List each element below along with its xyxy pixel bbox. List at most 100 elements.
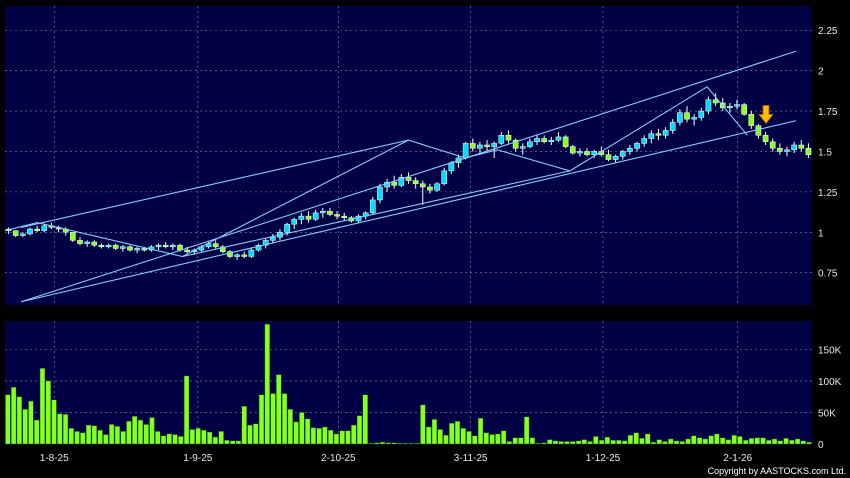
volume-bar bbox=[743, 440, 749, 445]
volume-bar bbox=[10, 387, 17, 445]
volume-bar bbox=[374, 442, 380, 445]
candle-body bbox=[762, 135, 769, 143]
candle-body bbox=[634, 143, 640, 149]
volume-bar bbox=[28, 400, 34, 445]
volume-bar bbox=[483, 432, 489, 445]
candle-body bbox=[448, 162, 455, 172]
volume-bar bbox=[143, 424, 149, 445]
volume-bar bbox=[431, 419, 438, 445]
volume-bar bbox=[16, 396, 23, 445]
volume-bar bbox=[287, 409, 293, 445]
volume-bar bbox=[253, 423, 259, 445]
candle-body bbox=[684, 112, 690, 120]
volume-bar bbox=[783, 438, 789, 445]
candle-body bbox=[691, 117, 697, 120]
candle-body bbox=[798, 144, 805, 149]
volume-bar bbox=[351, 424, 357, 445]
candle-body bbox=[569, 146, 576, 154]
volume-bar bbox=[777, 440, 783, 445]
candle-body bbox=[784, 149, 790, 152]
candle-body bbox=[291, 219, 298, 225]
volume-bar bbox=[333, 433, 340, 445]
volume-bar bbox=[449, 422, 455, 445]
volume-bar bbox=[477, 417, 484, 445]
volume-bar bbox=[500, 430, 507, 445]
candle-body bbox=[12, 230, 19, 236]
volume-bar bbox=[39, 368, 46, 445]
candle-body bbox=[334, 214, 340, 217]
volume-plot-area bbox=[5, 321, 812, 444]
volume-bar bbox=[339, 430, 345, 445]
volume-bar bbox=[748, 438, 755, 445]
x-axis-tick-label: 2-1-26 bbox=[723, 453, 752, 464]
volume-bar bbox=[541, 442, 547, 445]
candle-body bbox=[141, 248, 148, 251]
trendline bbox=[21, 120, 796, 303]
candle-body bbox=[527, 141, 533, 147]
candle-body bbox=[512, 139, 519, 149]
volume-bar bbox=[57, 413, 63, 445]
volume-bar bbox=[708, 435, 714, 445]
candle-body bbox=[184, 249, 190, 252]
volume-bar bbox=[293, 421, 299, 445]
candle-body bbox=[705, 99, 712, 112]
volume-bar bbox=[264, 323, 270, 445]
volume-axis-tick-label: 150K bbox=[818, 345, 842, 356]
down-arrow-marker-icon bbox=[758, 105, 774, 125]
volume-bar bbox=[437, 429, 443, 445]
candle-body bbox=[377, 186, 383, 201]
volume-bar bbox=[570, 441, 576, 445]
volume-bar bbox=[241, 405, 247, 445]
x-axis-tick-label: 2-10-25 bbox=[321, 453, 356, 464]
candle-body bbox=[155, 244, 162, 248]
volume-bar bbox=[368, 443, 374, 445]
volume-bar bbox=[616, 440, 622, 445]
volume-bar bbox=[114, 426, 121, 445]
candle-body bbox=[120, 246, 126, 249]
volume-bar bbox=[702, 438, 709, 445]
candle-body bbox=[41, 225, 48, 231]
candle-body bbox=[305, 215, 312, 220]
volume-bar bbox=[379, 441, 386, 445]
volume-bar bbox=[397, 443, 403, 445]
candle-body bbox=[427, 186, 433, 191]
volume-bar bbox=[581, 439, 587, 445]
candle-body bbox=[98, 244, 105, 248]
volume-bar bbox=[685, 438, 691, 445]
volume-bar bbox=[662, 441, 668, 445]
volume-bar bbox=[460, 428, 466, 445]
volume-bar bbox=[720, 437, 726, 445]
volume-bar bbox=[160, 435, 167, 445]
volume-bar bbox=[414, 443, 420, 445]
copyright-text: Copyright by AASTOCKS.com Ltd. bbox=[708, 466, 846, 476]
candle-body bbox=[591, 151, 598, 155]
volume-bar bbox=[466, 431, 472, 445]
pattern-line bbox=[4, 86, 748, 258]
candle-body bbox=[484, 144, 490, 147]
volume-bar bbox=[426, 426, 432, 445]
volume-bar bbox=[512, 437, 518, 445]
trendline bbox=[182, 170, 571, 258]
candle-body bbox=[234, 254, 240, 257]
volume-bar bbox=[201, 429, 207, 445]
candle-body bbox=[312, 212, 319, 220]
volume-bar bbox=[610, 440, 616, 445]
candle-body bbox=[319, 211, 326, 214]
price-panel: 0.75 1 1.25 1.5 1.75 2 2.25 bbox=[4, 6, 838, 305]
volume-bar bbox=[754, 437, 760, 445]
volume-bar bbox=[218, 431, 224, 445]
volume-bar bbox=[172, 434, 178, 445]
volume-bar bbox=[51, 399, 57, 445]
volume-bar bbox=[679, 441, 685, 445]
candle-body bbox=[769, 141, 776, 149]
candle-body bbox=[469, 143, 476, 149]
volume-bar bbox=[725, 439, 732, 445]
price-plot-area bbox=[5, 6, 812, 305]
candle-body bbox=[641, 138, 647, 144]
candle-body bbox=[162, 244, 169, 248]
candle-body bbox=[127, 246, 133, 251]
candle-body bbox=[434, 183, 440, 191]
candle-body bbox=[741, 104, 747, 115]
candle-body bbox=[70, 232, 76, 241]
volume-bar bbox=[178, 436, 184, 445]
